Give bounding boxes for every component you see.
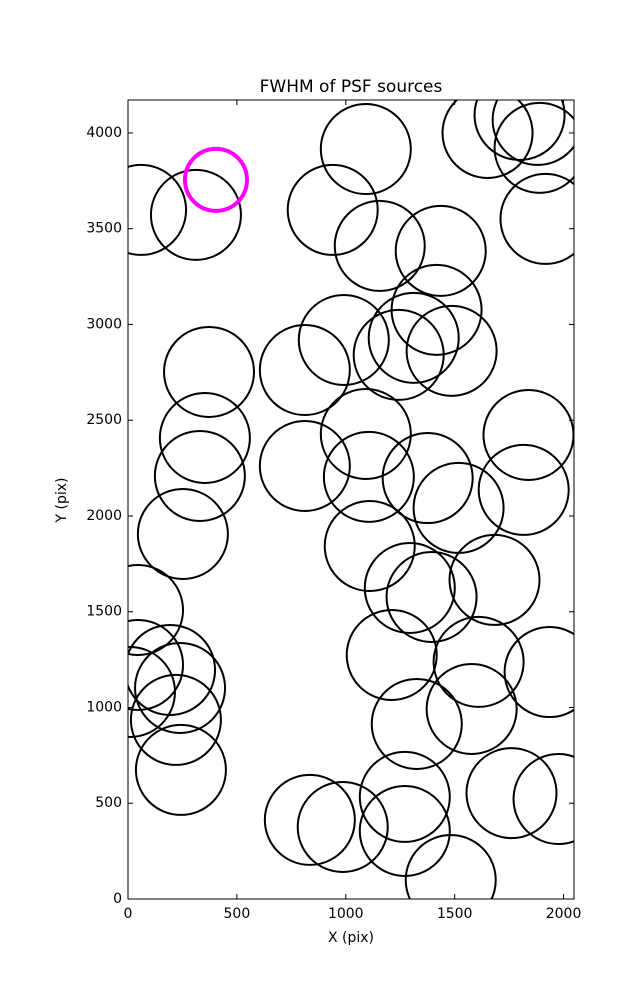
source-marker bbox=[394, 204, 487, 297]
x-tick-label: 1500 bbox=[437, 906, 473, 922]
source-marker bbox=[333, 199, 426, 292]
source-marker bbox=[182, 146, 249, 213]
source-marker bbox=[385, 550, 478, 643]
source-marker bbox=[319, 388, 412, 481]
source-marker bbox=[477, 443, 570, 536]
y-tick-label: 2500 bbox=[86, 412, 122, 428]
source-marker bbox=[149, 168, 242, 261]
source-marker bbox=[128, 564, 185, 656]
y-tick-label: 3000 bbox=[86, 316, 122, 332]
source-marker bbox=[358, 750, 451, 843]
source-marker bbox=[158, 392, 251, 485]
x-tick-label: 0 bbox=[124, 906, 133, 922]
source-marker bbox=[404, 834, 497, 899]
source-marker bbox=[441, 100, 534, 179]
source-marker bbox=[163, 325, 256, 418]
y-tick-label: 500 bbox=[95, 795, 122, 811]
source-marker bbox=[258, 324, 351, 417]
source-marker bbox=[286, 163, 379, 256]
source-marker bbox=[425, 663, 518, 756]
source-marker bbox=[128, 623, 217, 716]
source-marker bbox=[512, 753, 574, 846]
source-marker bbox=[491, 100, 574, 166]
source-marker bbox=[134, 723, 227, 816]
source-marker bbox=[465, 747, 558, 840]
source-marker bbox=[363, 541, 456, 634]
source-marker bbox=[381, 432, 474, 525]
y-tick-label: 1500 bbox=[86, 604, 122, 620]
source-marker bbox=[153, 429, 246, 522]
source-marker bbox=[412, 461, 505, 554]
source-marker bbox=[258, 419, 351, 512]
y-tick-label: 2000 bbox=[86, 508, 122, 524]
y-tick-label: 0 bbox=[113, 891, 122, 907]
source-marker bbox=[128, 163, 188, 256]
plot-area bbox=[128, 100, 574, 899]
source-marker bbox=[297, 293, 390, 386]
source-marker bbox=[499, 172, 574, 265]
source-marker bbox=[358, 785, 451, 878]
source-marker bbox=[296, 780, 389, 873]
source-marker bbox=[432, 615, 525, 708]
source-marker bbox=[448, 533, 541, 626]
y-tick-label: 3500 bbox=[86, 221, 122, 237]
source-marker bbox=[263, 773, 356, 866]
x-tick-label: 2000 bbox=[546, 906, 582, 922]
source-marker bbox=[503, 626, 574, 719]
x-axis-label: X (pix) bbox=[328, 930, 374, 946]
source-marker bbox=[128, 618, 185, 711]
source-marker bbox=[128, 645, 176, 738]
source-marker bbox=[323, 500, 416, 593]
x-tick-label: 500 bbox=[224, 906, 251, 922]
y-tick-label: 4000 bbox=[86, 125, 122, 141]
source-marker bbox=[134, 641, 227, 734]
source-marker bbox=[345, 609, 438, 702]
source-marker bbox=[473, 100, 566, 161]
plot-frame bbox=[127, 99, 575, 900]
source-marker bbox=[129, 673, 222, 766]
source-marker bbox=[367, 291, 460, 384]
source-marker bbox=[370, 677, 463, 770]
y-tick-label: 1000 bbox=[86, 699, 122, 715]
source-marker bbox=[405, 304, 498, 397]
y-axis-label: Y (pix) bbox=[54, 478, 70, 524]
x-tick-label: 1000 bbox=[328, 906, 364, 922]
source-marker bbox=[390, 263, 483, 356]
source-marker bbox=[322, 430, 415, 523]
source-marker bbox=[136, 487, 229, 580]
source-marker bbox=[319, 103, 412, 196]
chart-title: FWHM of PSF sources bbox=[260, 77, 443, 97]
source-marker bbox=[482, 388, 574, 481]
source-marker bbox=[493, 101, 574, 194]
